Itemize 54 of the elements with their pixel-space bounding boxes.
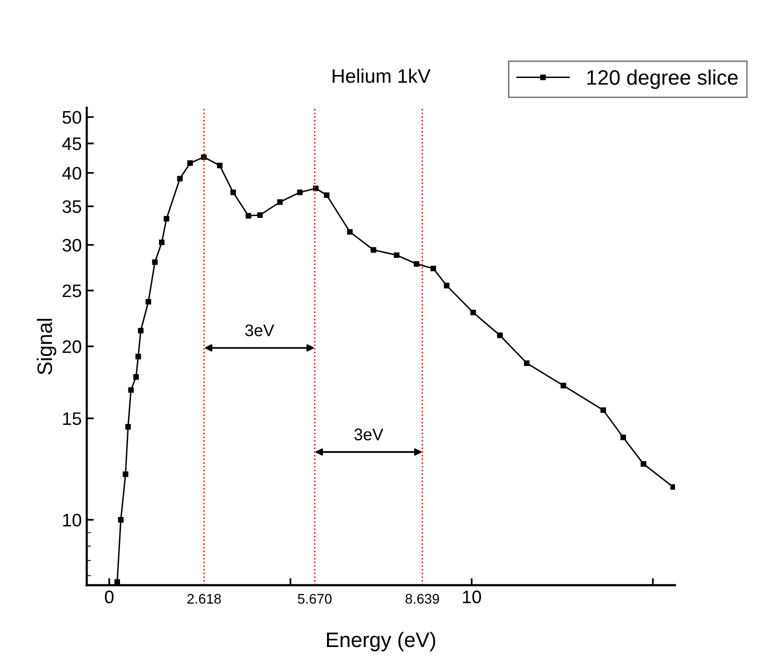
ref-line-label: 5.670	[298, 594, 332, 604]
point	[620, 434, 626, 440]
y-axis-title: Signal	[36, 318, 56, 374]
point	[560, 382, 566, 388]
point	[146, 298, 152, 305]
annotation: 3eV	[245, 324, 274, 336]
point	[524, 360, 530, 366]
point	[114, 579, 120, 585]
point	[394, 252, 400, 258]
point	[324, 192, 330, 198]
point	[230, 190, 236, 196]
point	[118, 517, 124, 523]
point	[430, 266, 436, 272]
y-tick-label: 50	[62, 110, 82, 124]
point	[159, 240, 165, 246]
ref-line-label: 8.639	[406, 594, 440, 604]
point	[133, 374, 139, 380]
y-tick-label: 15	[63, 412, 82, 426]
point	[152, 259, 158, 265]
x-axis-title: Energy (eV)	[327, 632, 436, 652]
point	[670, 484, 676, 490]
point	[138, 328, 144, 334]
y-tick-label: 20	[62, 340, 82, 354]
point	[444, 282, 450, 288]
point	[187, 160, 193, 166]
x-tick-label: 0	[104, 590, 114, 604]
point	[125, 424, 131, 430]
point	[246, 213, 252, 219]
point	[128, 387, 134, 393]
y-tick-label: 10	[63, 514, 82, 527]
point	[164, 216, 170, 222]
point	[370, 247, 376, 253]
annotation: 3eV	[354, 428, 384, 440]
y-tick-label: 45	[62, 138, 82, 150]
y-tick-label: 25	[62, 284, 82, 298]
point	[347, 229, 353, 235]
point	[414, 261, 420, 267]
y-tick-label: 30	[62, 238, 82, 252]
point	[135, 354, 141, 360]
legend-label: 120 degree slice	[587, 70, 738, 89]
point	[640, 461, 646, 467]
y-tick-label: 35	[62, 200, 82, 214]
ref-line-label: 2.618	[187, 594, 221, 604]
point	[277, 199, 283, 205]
y-tick-label: 40	[62, 166, 82, 180]
point	[470, 310, 476, 316]
point	[122, 471, 128, 477]
point	[497, 332, 503, 338]
point	[177, 176, 183, 182]
point	[297, 190, 303, 196]
point	[600, 407, 606, 413]
chart-title: Helium 1kV	[332, 68, 431, 83]
point	[257, 212, 263, 218]
point	[216, 162, 223, 168]
